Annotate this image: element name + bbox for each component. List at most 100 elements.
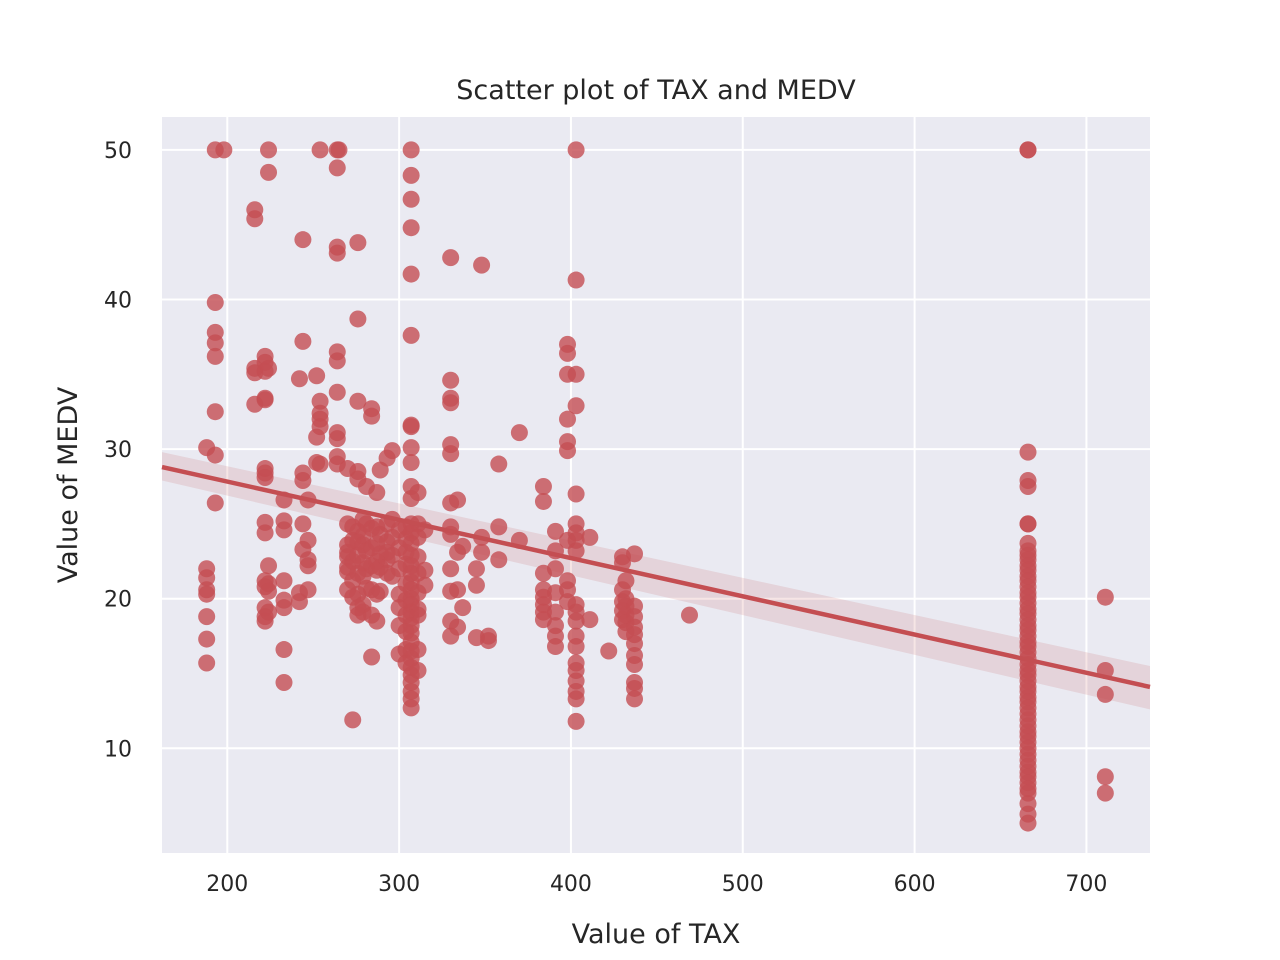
data-point xyxy=(559,442,577,460)
data-point xyxy=(449,581,467,599)
data-point xyxy=(290,370,308,388)
data-point xyxy=(402,699,420,717)
x-tick-label: 300 xyxy=(378,872,420,897)
data-point xyxy=(1096,685,1114,703)
data-point xyxy=(473,543,491,561)
data-point xyxy=(330,141,348,159)
data-point xyxy=(256,524,274,542)
data-point xyxy=(294,472,312,490)
data-point xyxy=(344,711,362,729)
data-point xyxy=(402,454,420,472)
data-point xyxy=(567,397,585,415)
data-point xyxy=(1096,784,1114,802)
data-point xyxy=(1096,588,1114,606)
x-tick-label: 600 xyxy=(894,872,936,897)
data-point xyxy=(559,344,577,362)
data-point xyxy=(308,367,326,385)
data-point xyxy=(402,166,420,184)
data-point xyxy=(402,265,420,283)
data-point xyxy=(311,455,329,473)
x-axis-label: Value of TAX xyxy=(572,919,741,950)
y-tick-label: 20 xyxy=(104,588,132,613)
data-point xyxy=(449,491,467,509)
x-tick-label: 200 xyxy=(206,872,248,897)
data-point xyxy=(368,612,386,630)
data-point xyxy=(567,690,585,708)
data-point xyxy=(1019,477,1037,495)
y-tick-label: 40 xyxy=(104,289,132,314)
data-point xyxy=(567,612,585,630)
data-point xyxy=(567,271,585,289)
data-point xyxy=(275,641,293,659)
data-point xyxy=(402,326,420,344)
data-point xyxy=(454,599,472,617)
data-point xyxy=(328,383,346,401)
data-point xyxy=(626,656,644,674)
data-point xyxy=(328,430,346,448)
data-point xyxy=(416,561,434,579)
data-point xyxy=(299,557,317,575)
data-point xyxy=(349,310,367,328)
data-point xyxy=(490,455,508,473)
data-point xyxy=(1019,515,1037,533)
data-point xyxy=(1019,141,1037,159)
data-point xyxy=(311,418,329,436)
data-point xyxy=(567,638,585,656)
data-point xyxy=(567,485,585,503)
data-point xyxy=(546,522,564,540)
data-point xyxy=(600,642,618,660)
data-point xyxy=(567,542,585,560)
data-point xyxy=(349,234,367,252)
data-point xyxy=(363,407,381,425)
data-point xyxy=(311,141,329,159)
data-point xyxy=(275,521,293,539)
data-point xyxy=(206,293,224,311)
data-point xyxy=(409,641,427,659)
data-point xyxy=(206,446,224,464)
data-point xyxy=(198,585,216,603)
data-point xyxy=(206,347,224,365)
data-point xyxy=(442,249,460,267)
data-point xyxy=(479,632,497,650)
data-point xyxy=(626,635,644,653)
data-point xyxy=(546,603,564,621)
data-point xyxy=(454,537,472,555)
y-tick-labels: 10 20 30 40 50 xyxy=(104,139,132,762)
regression-line xyxy=(161,464,1151,690)
data-point xyxy=(215,141,233,159)
data-point xyxy=(409,483,427,501)
plot-area xyxy=(162,117,1150,853)
data-point xyxy=(260,603,278,621)
data-point xyxy=(290,593,308,611)
data-point xyxy=(206,334,224,352)
data-point xyxy=(260,557,278,575)
data-point xyxy=(442,394,460,412)
data-point xyxy=(442,445,460,463)
data-point xyxy=(1096,768,1114,786)
data-point xyxy=(368,483,386,501)
y-tick-label: 10 xyxy=(104,737,132,762)
data-point xyxy=(534,492,552,510)
data-point xyxy=(402,439,420,457)
data-point xyxy=(546,638,564,656)
data-point xyxy=(311,392,329,410)
x-tick-label: 400 xyxy=(550,872,592,897)
data-point xyxy=(206,494,224,512)
data-point xyxy=(409,661,427,679)
data-point xyxy=(198,630,216,648)
data-point xyxy=(383,442,401,460)
data-point xyxy=(328,244,346,262)
data-point xyxy=(1019,443,1037,461)
y-axis-label: Value of MEDV xyxy=(53,386,84,583)
data-point xyxy=(294,332,312,350)
data-point xyxy=(467,576,485,594)
data-point xyxy=(559,410,577,428)
data-point xyxy=(681,606,699,624)
y-tick-label: 30 xyxy=(104,438,132,463)
data-point xyxy=(416,576,434,594)
grid-lines xyxy=(162,117,1150,853)
data-point xyxy=(275,673,293,691)
data-point xyxy=(198,654,216,672)
data-point xyxy=(626,545,644,563)
data-point xyxy=(275,572,293,590)
